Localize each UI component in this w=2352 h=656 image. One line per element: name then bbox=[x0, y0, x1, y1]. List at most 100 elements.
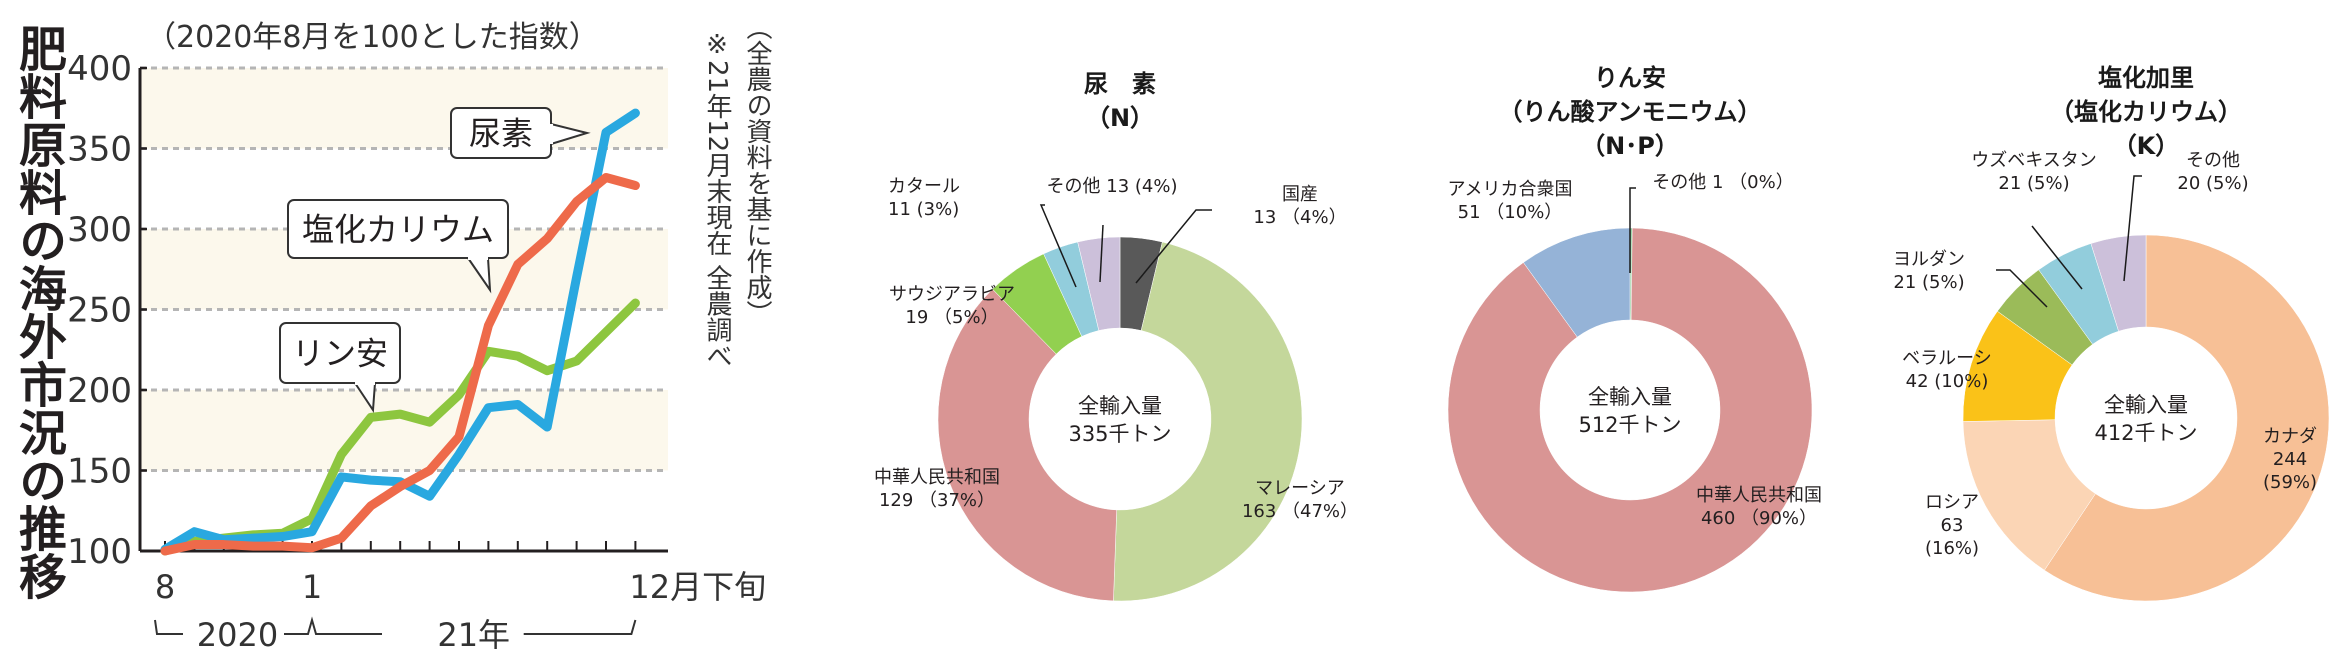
slice-label-line: (59%) bbox=[2263, 472, 2317, 493]
pie-title-line: りん安 bbox=[1594, 64, 1666, 92]
pie-center-label: 全輸入量 bbox=[1588, 385, 1672, 409]
slice-label: 中華人民共和国 129 （37%） bbox=[874, 467, 1000, 511]
slice-label-line: カナダ bbox=[2263, 426, 2317, 447]
slice-label: その他 13 (4%) bbox=[1047, 176, 1178, 197]
pie-center-total: 512千トン bbox=[1578, 413, 1681, 437]
slice-label: アメリカ合衆国 51 （10%） bbox=[1447, 179, 1572, 223]
grid-band bbox=[140, 390, 668, 471]
pie-title-line: （N） bbox=[1086, 104, 1154, 132]
pie-title-line: 塩化加里 bbox=[2098, 64, 2194, 92]
pie-center-label: 全輸入量 bbox=[1078, 394, 1162, 418]
year-bracket bbox=[154, 619, 183, 635]
slice-label: その他 20 (5%) bbox=[2177, 150, 2248, 194]
source-note: （全農の資料を基に作成） bbox=[742, 14, 772, 326]
leader-line bbox=[2031, 225, 2083, 290]
year-label-2020: 2020 bbox=[197, 616, 278, 654]
slice-label: ベラルーシ 42 (10%) bbox=[1902, 348, 1992, 392]
pie-title-line: （塩化カリウム） bbox=[2050, 98, 2242, 126]
pie-slice bbox=[1447, 227, 1813, 593]
pie-title-line: （N･P） bbox=[1581, 132, 1679, 160]
slice-label: 国産 13 （4%） bbox=[1253, 184, 1346, 228]
slice-label-line: 国産 bbox=[1282, 184, 1318, 205]
date-note: ※21年12月末現在 全農調べ bbox=[702, 30, 732, 369]
pie-chart-map: りん安 （りん酸アンモニウム） （N･P） 全輸入量 512千トン その他 1 （0%） 中… bbox=[1447, 64, 1822, 593]
slice-label-line: その他 13 (4%) bbox=[1047, 176, 1178, 197]
slice-label: カタール 11 (3%) bbox=[888, 176, 960, 220]
slice-label-line: 51 （10%） bbox=[1458, 202, 1563, 223]
year-bracket bbox=[523, 619, 637, 635]
leader-line bbox=[1996, 269, 2048, 308]
pie-title-line: （りん酸アンモニウム） bbox=[1498, 98, 1761, 126]
x-tick-label: 1 bbox=[302, 568, 322, 606]
leader-line bbox=[2123, 175, 2142, 282]
pie-slice bbox=[1077, 236, 1121, 331]
y-tick-label: 150 bbox=[67, 452, 132, 492]
y-tick-label: 400 bbox=[67, 49, 132, 89]
callout-map-label: リン安 bbox=[292, 335, 388, 373]
pie-center-total: 335千トン bbox=[1068, 422, 1171, 446]
pie-chart-potassium-chloride: 塩化加里 （塩化カリウム） （K） 全輸入量 412千トン カナダ 244 (59%) ロシア 6… bbox=[1893, 64, 2330, 602]
slice-label: ウズベキスタン 21 (5%) bbox=[1971, 150, 2096, 194]
callout-potassium-box bbox=[287, 199, 509, 259]
pie-title-line: （K） bbox=[2113, 132, 2180, 160]
y-tick-label: 300 bbox=[67, 210, 132, 250]
leader-line bbox=[1135, 209, 1212, 284]
leader-line bbox=[1099, 224, 1104, 283]
series-line-1 bbox=[160, 172, 640, 556]
slice-label-line: マレーシア bbox=[1255, 478, 1345, 499]
slice-label-line: 20 (5%) bbox=[2177, 173, 2248, 194]
pie-center-label: 全輸入量 bbox=[2104, 393, 2188, 417]
slice-label: その他 1 （0%） bbox=[1652, 172, 1793, 193]
slice-label-line: 460 （90%） bbox=[1701, 508, 1817, 529]
pie-title-line: 尿 素 bbox=[1084, 70, 1156, 98]
slice-label-line: カタール bbox=[888, 176, 960, 197]
callout-urea-label: 尿素 bbox=[469, 115, 533, 153]
line-chart: 100 150 200 250 300 350 400 8 1 12月下旬 2020 21年 尿素塩化カ… bbox=[67, 49, 766, 654]
slice-label-line: 19 （5%） bbox=[905, 307, 998, 328]
slice-label: カナダ 244 (59%) bbox=[2263, 426, 2317, 493]
slice-label: サウジアラビア 19 （5%） bbox=[889, 284, 1015, 328]
leader-line bbox=[1629, 187, 1636, 273]
slice-label-line: 11 (3%) bbox=[888, 199, 959, 220]
leader-line bbox=[1039, 204, 1077, 288]
slice-label-line: 21 (5%) bbox=[1998, 173, 2069, 194]
slice-label: ロシア 63 (16%) bbox=[1925, 492, 1979, 559]
slice-label-line: 13 （4%） bbox=[1253, 207, 1346, 228]
pie-center-total: 412千トン bbox=[2094, 421, 2197, 445]
slice-label-line: ヨルダン bbox=[1893, 249, 1965, 270]
callout-map-pointer bbox=[354, 382, 376, 413]
slice-label-line: 163 （47%） bbox=[1242, 501, 1358, 522]
pie-slice bbox=[2044, 234, 2330, 602]
slice-label-line: その他 bbox=[2186, 150, 2240, 171]
callout-map-box bbox=[279, 322, 401, 384]
callout-urea-pointer bbox=[550, 123, 591, 145]
y-tick-label: 350 bbox=[67, 130, 132, 170]
x-tick-label: 8 bbox=[155, 568, 175, 606]
callout-potassium-pointer bbox=[467, 257, 492, 294]
slice-label-line: ベラルーシ bbox=[1902, 348, 1992, 369]
slice-label: 中華人民共和国 460 （90%） bbox=[1696, 485, 1822, 529]
y-tick-label: 200 bbox=[67, 371, 132, 411]
pie-slice bbox=[937, 288, 1117, 602]
line-chart-title: 肥料原料の海外市況の推移 bbox=[10, 24, 66, 600]
slice-label-line: ウズベキスタン bbox=[1971, 150, 2096, 171]
slice-label-line: (16%) bbox=[1925, 538, 1979, 559]
y-tick-label: 250 bbox=[67, 291, 132, 331]
pie-chart-urea: 尿 素 （N） 全輸入量 335千トン 国産 13 （4%） マレーシア 163 （47%） 中… bbox=[874, 70, 1358, 602]
callout-potassium-label: 塩化カリウム bbox=[302, 211, 494, 249]
x-tick-label: 12月下旬 bbox=[629, 568, 766, 606]
slice-label-line: 21 (5%) bbox=[1893, 272, 1964, 293]
slice-label-line: その他 1 （0%） bbox=[1652, 172, 1793, 193]
slice-label-line: 42 (10%) bbox=[1906, 371, 1989, 392]
pie-slice bbox=[2090, 234, 2147, 332]
slice-label-line: 244 bbox=[2273, 449, 2307, 470]
slice-label-line: 129 （37%） bbox=[879, 490, 995, 511]
line-chart-subtitle: （2020年8月を100とした指数） bbox=[146, 20, 599, 55]
slice-label-line: 中華人民共和国 bbox=[874, 467, 1000, 488]
slice-label-line: 63 bbox=[1941, 515, 1964, 536]
slice-label: マレーシア 163 （47%） bbox=[1242, 478, 1358, 522]
slice-label: ヨルダン 21 (5%) bbox=[1893, 249, 1965, 293]
year-bracket bbox=[284, 616, 382, 635]
slice-label-line: 中華人民共和国 bbox=[1696, 485, 1822, 506]
year-label-2021: 21年 bbox=[437, 616, 510, 654]
